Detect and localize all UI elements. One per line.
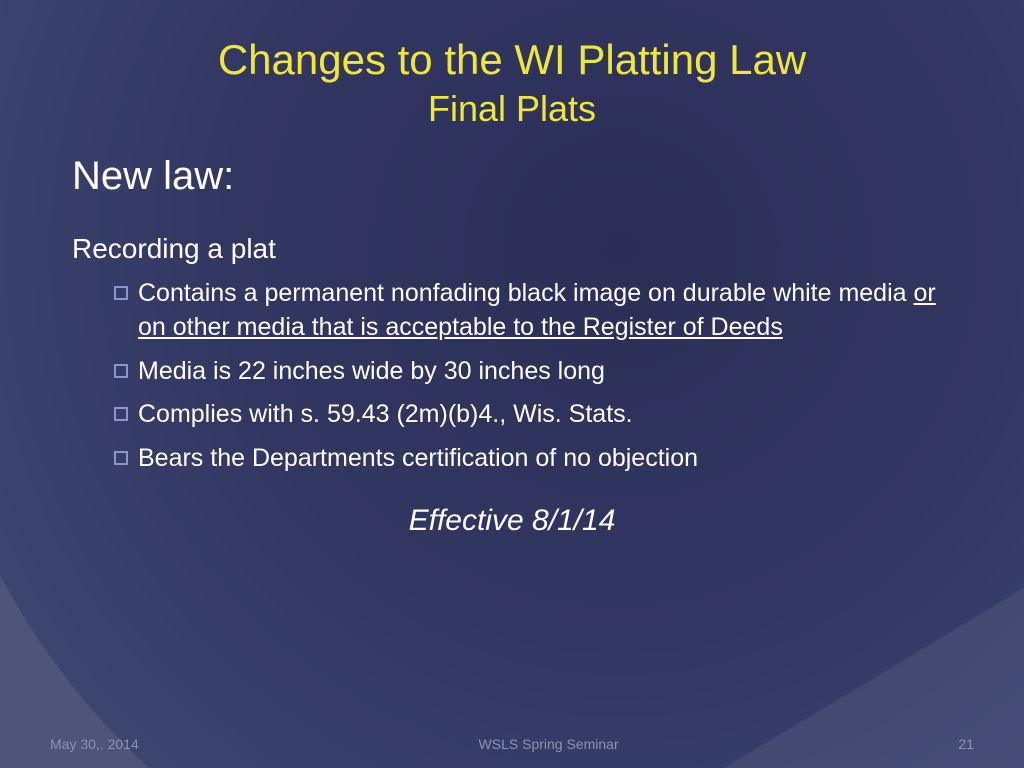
- slide-footer: May 30,. 2014 WSLS Spring Seminar 21: [0, 736, 1024, 752]
- bullet-square-icon: [114, 364, 128, 378]
- bullet-text: Complies with s. 59.43 (2m)(b)4., Wis. S…: [138, 398, 952, 432]
- slide-content: Changes to the WI Platting Law Final Pla…: [0, 0, 1024, 538]
- list-item: Bears the Departments certification of n…: [114, 442, 952, 476]
- bullet-text: Contains a permanent nonfading black ima…: [138, 277, 952, 345]
- bullet-list: Contains a permanent nonfading black ima…: [114, 277, 952, 476]
- bullet-text: Media is 22 inches wide by 30 inches lon…: [138, 355, 952, 389]
- list-item: Complies with s. 59.43 (2m)(b)4., Wis. S…: [114, 398, 952, 432]
- list-item: Media is 22 inches wide by 30 inches lon…: [114, 355, 952, 389]
- bullet-square-icon: [114, 407, 128, 421]
- slide-title: Changes to the WI Platting Law: [72, 36, 952, 84]
- footer-page-number: 21: [958, 736, 974, 752]
- bullet-text-plain: Contains a permanent nonfading black ima…: [138, 279, 914, 307]
- bullet-text: Bears the Departments certification of n…: [138, 442, 952, 476]
- bullet-text-plain: Complies with s. 59.43 (2m)(b)4., Wis. S…: [138, 400, 633, 428]
- footer-center: WSLS Spring Seminar: [479, 736, 619, 752]
- effective-date: Effective 8/1/14: [72, 504, 952, 538]
- bullet-text-plain: Bears the Departments certification of n…: [138, 444, 698, 472]
- bullet-text-plain: Media is 22 inches wide by 30 inches lon…: [138, 357, 605, 385]
- footer-date: May 30,. 2014: [50, 736, 139, 752]
- slide-subtitle: Final Plats: [72, 88, 952, 130]
- bullet-square-icon: [114, 286, 128, 300]
- list-item: Contains a permanent nonfading black ima…: [114, 277, 952, 345]
- section-heading: New law:: [72, 154, 952, 199]
- bullet-square-icon: [114, 451, 128, 465]
- list-heading: Recording a plat: [72, 233, 952, 265]
